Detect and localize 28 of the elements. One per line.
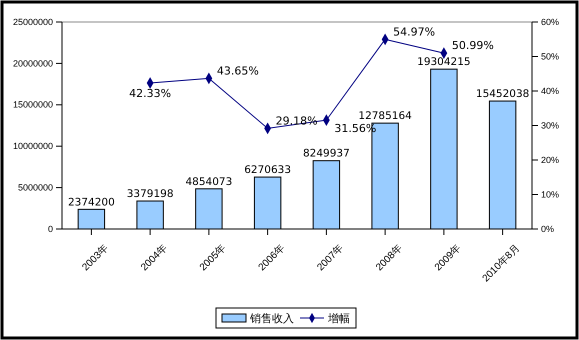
data-label: 42.33%	[129, 86, 172, 100]
y-tick-label: 0	[48, 224, 53, 234]
y-tick-label: 5000000	[18, 182, 53, 192]
data-label: 19304215	[417, 56, 471, 68]
data-label: 2374200	[68, 196, 115, 208]
y2-tick-label: 0%	[541, 224, 554, 234]
data-label: 29.18%	[276, 114, 318, 128]
y2-tick-label: 50%	[541, 51, 560, 62]
data-label: 8249937	[302, 148, 350, 160]
y-tick-label: 15000000	[12, 100, 53, 110]
legend-label: 销售收入	[249, 312, 294, 325]
data-label: 3379198	[126, 188, 174, 200]
y2-tick-label: 20%	[541, 154, 560, 165]
data-label: 4854073	[185, 176, 232, 188]
y2-tick-label: 30%	[541, 120, 560, 130]
y2-tick-label: 60%	[541, 16, 560, 27]
data-label: 50.99%	[452, 39, 494, 52]
data-label: 43.65%	[216, 64, 259, 78]
legend-label: 增幅	[327, 312, 350, 325]
y-tick-label: 25000000	[12, 16, 53, 27]
y2-tick-label: 10%	[541, 189, 560, 200]
y-tick-label: 20000000	[12, 58, 53, 68]
data-label: 12785164	[358, 110, 412, 122]
data-label: 15452038	[476, 88, 530, 100]
y2-tick-label: 40%	[541, 86, 560, 96]
data-label: 6270633	[244, 164, 292, 176]
data-label: 54.97%	[393, 25, 436, 38]
y-tick-label: 10000000	[12, 141, 53, 152]
